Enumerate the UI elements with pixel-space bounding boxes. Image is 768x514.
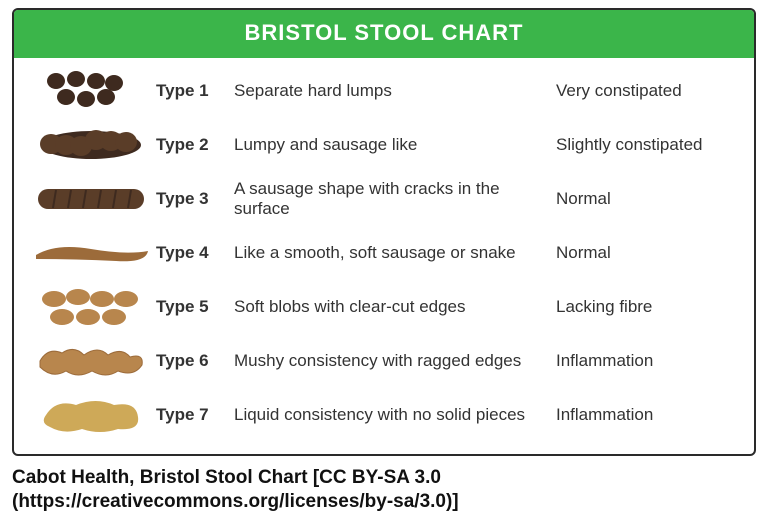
chart-row: Type 4Like a smooth, soft sausage or sna… [26, 226, 736, 280]
type-status: Lacking fibre [556, 297, 736, 317]
chart-row: Type 5Soft blobs with clear-cut edgesLac… [26, 280, 736, 334]
type-description: Soft blobs with clear-cut edges [234, 297, 556, 317]
type-label: Type 1 [156, 81, 234, 101]
type-status: Inflammation [556, 405, 736, 425]
attribution-text: Cabot Health, Bristol Stool Chart [CC BY… [12, 466, 756, 514]
type-label: Type 2 [156, 135, 234, 155]
type-status: Slightly constipated [556, 135, 736, 155]
type-description: Lumpy and sausage like [234, 135, 556, 155]
type-status: Very constipated [556, 81, 736, 101]
type-description: Mushy consistency with ragged edges [234, 351, 556, 371]
type-label: Type 7 [156, 405, 234, 425]
chart-row: Type 3A sausage shape with cracks in the… [26, 172, 736, 226]
type-status: Inflammation [556, 351, 736, 371]
type-description: Separate hard lumps [234, 81, 556, 101]
soft-blobs-icon [26, 283, 156, 331]
type-description: Liquid consistency with no solid pieces [234, 405, 556, 425]
attribution-line-2: (https://creativecommons.org/licenses/by… [12, 491, 459, 512]
type-status: Normal [556, 243, 736, 263]
chart-row: Type 7Liquid consistency with no solid p… [26, 388, 736, 442]
cracked-sausage-icon [26, 175, 156, 223]
chart-rows: Type 1Separate hard lumpsVery constipate… [14, 58, 754, 454]
type-status: Normal [556, 189, 736, 209]
lumpy-sausage-icon [26, 121, 156, 169]
lumps-icon [26, 67, 156, 115]
type-label: Type 3 [156, 189, 234, 209]
chart-row: Type 6Mushy consistency with ragged edge… [26, 334, 736, 388]
type-description: Like a smooth, soft sausage or snake [234, 243, 556, 263]
attribution-line-1: Cabot Health, Bristol Stool Chart [CC BY… [12, 467, 441, 488]
chart-title: BRISTOL STOOL CHART [14, 10, 754, 58]
type-label: Type 5 [156, 297, 234, 317]
liquid-icon [26, 391, 156, 439]
bristol-stool-chart: BRISTOL STOOL CHART Type 1Separate hard … [12, 8, 756, 456]
smooth-sausage-icon [26, 229, 156, 277]
type-label: Type 4 [156, 243, 234, 263]
chart-row: Type 2Lumpy and sausage likeSlightly con… [26, 118, 736, 172]
mushy-icon [26, 337, 156, 385]
type-label: Type 6 [156, 351, 234, 371]
type-description: A sausage shape with cracks in the surfa… [234, 179, 556, 219]
chart-row: Type 1Separate hard lumpsVery constipate… [26, 64, 736, 118]
